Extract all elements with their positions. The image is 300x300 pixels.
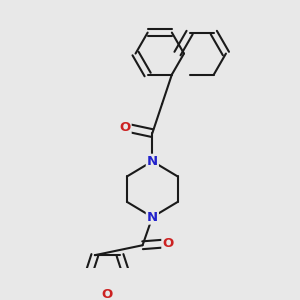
Text: O: O	[162, 237, 174, 250]
Text: N: N	[147, 211, 158, 224]
Text: N: N	[147, 155, 158, 168]
Text: O: O	[119, 121, 130, 134]
Text: O: O	[102, 288, 113, 300]
